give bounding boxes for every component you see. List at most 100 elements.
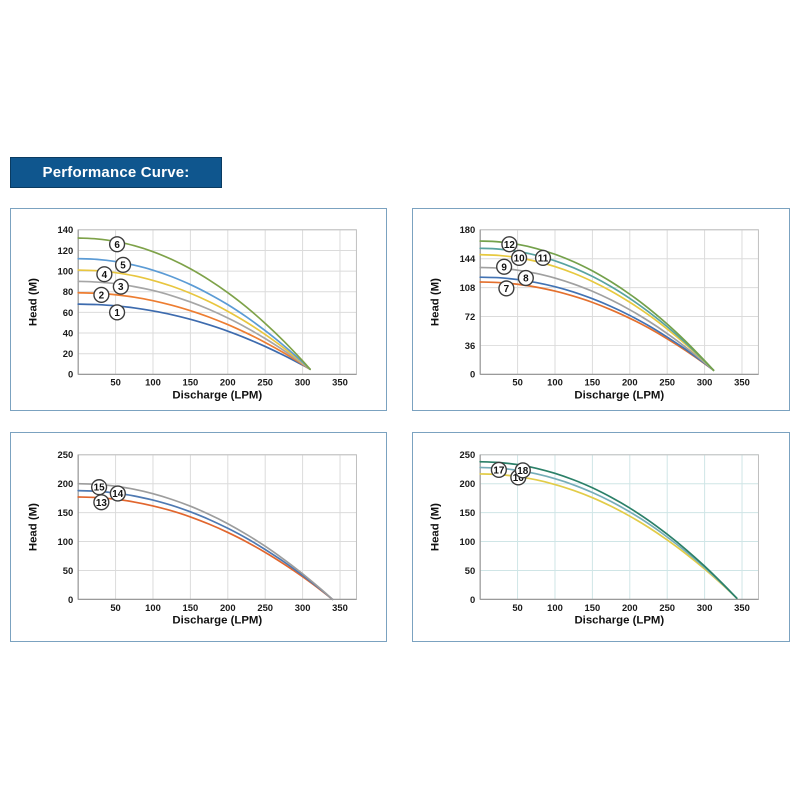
x-tick-label: 350 bbox=[332, 377, 348, 388]
tick-labels: 0 20 40 60 80 100 120 140 50 100 150 200 250 300 350 bbox=[58, 224, 348, 388]
svg-text:16: 16 bbox=[513, 473, 525, 484]
curve-label-17: 17 bbox=[490, 461, 507, 478]
x-tick-label: 150 bbox=[183, 377, 199, 388]
x-tick-label: 250 bbox=[257, 602, 273, 613]
y-tick-label: 200 bbox=[460, 478, 476, 489]
x-axis-title: Discharge (LPM) bbox=[574, 615, 664, 627]
y-tick-label: 0 bbox=[470, 369, 475, 380]
x-tick-label: 200 bbox=[220, 602, 236, 613]
y-tick-label: 250 bbox=[58, 449, 74, 460]
svg-text:6: 6 bbox=[114, 240, 120, 251]
section-title-banner: Performance Curve: bbox=[10, 157, 222, 188]
curve-11 bbox=[479, 247, 715, 372]
y-tick-label: 140 bbox=[58, 224, 74, 235]
chart-panel-curves-13-15: 0 50 100 150 200 250 50 100 150 200 250 300 350 Disch… bbox=[10, 432, 387, 642]
x-tick-label: 200 bbox=[622, 602, 638, 613]
x-tick-label: 50 bbox=[512, 377, 522, 388]
curves-1-6-svg: 0 20 40 60 80 100 120 140 50 100 150 200 250 300 350 Di… bbox=[28, 224, 357, 402]
y-tick-label: 0 bbox=[68, 594, 73, 605]
curve-17 bbox=[479, 466, 738, 600]
y-tick-label: 0 bbox=[68, 369, 73, 380]
y-tick-label: 0 bbox=[470, 594, 475, 605]
svg-text:1: 1 bbox=[114, 308, 120, 319]
y-tick-label: 150 bbox=[58, 507, 74, 518]
y-tick-label: 120 bbox=[58, 245, 74, 256]
section-title: Performance Curve: bbox=[42, 164, 190, 181]
svg-text:2: 2 bbox=[99, 290, 105, 301]
curve-2 bbox=[77, 291, 311, 371]
tick-labels: 0 50 100 150 200 250 50 100 150 200 250 300 350 bbox=[58, 449, 348, 613]
chart-panel-curves-7-12: 0 36 72 108 144 180 50 100 150 200 250 300 350 Discha… bbox=[412, 208, 790, 411]
y-tick-label: 250 bbox=[460, 449, 476, 460]
curve-label-1: 1 bbox=[108, 304, 126, 321]
svg-text:7: 7 bbox=[504, 284, 510, 295]
svg-text:8: 8 bbox=[523, 274, 529, 285]
svg-text:4: 4 bbox=[102, 270, 108, 281]
x-tick-label: 300 bbox=[295, 377, 311, 388]
y-tick-label: 50 bbox=[465, 565, 475, 576]
y-axis-title: Head (M) bbox=[430, 278, 442, 326]
x-tick-label: 250 bbox=[257, 377, 273, 388]
svg-text:5: 5 bbox=[120, 260, 126, 271]
x-tick-label: 300 bbox=[697, 602, 713, 613]
svg-text:3: 3 bbox=[118, 282, 124, 293]
y-tick-label: 60 bbox=[63, 307, 73, 318]
y-tick-label: 200 bbox=[58, 478, 74, 489]
y-tick-label: 100 bbox=[58, 536, 74, 547]
y-tick-label: 100 bbox=[58, 265, 74, 276]
chart-panel-curves-1-6: 0 20 40 60 80 100 120 140 50 100 150 200 250 300 350 Di… bbox=[10, 208, 387, 411]
svg-text:13: 13 bbox=[96, 498, 108, 509]
curve-label-3: 3 bbox=[112, 278, 129, 295]
tick-labels: 0 50 100 150 200 250 50 100 150 200 250 300 350 bbox=[460, 449, 750, 613]
x-axis-title: Discharge (LPM) bbox=[574, 390, 664, 402]
curve-label-4: 4 bbox=[96, 266, 113, 283]
svg-text:10: 10 bbox=[514, 253, 526, 264]
x-tick-label: 100 bbox=[547, 602, 563, 613]
curve-label-15: 15 bbox=[90, 479, 108, 496]
curve-label-14: 14 bbox=[109, 485, 126, 502]
y-tick-label: 40 bbox=[63, 327, 73, 338]
curve-9 bbox=[479, 266, 715, 372]
x-tick-label: 50 bbox=[512, 602, 522, 613]
y-tick-label: 72 bbox=[465, 311, 475, 322]
x-tick-label: 150 bbox=[585, 377, 601, 388]
svg-text:17: 17 bbox=[493, 465, 505, 476]
x-tick-label: 200 bbox=[622, 377, 638, 388]
y-axis-title: Head (M) bbox=[430, 503, 442, 551]
svg-text:15: 15 bbox=[94, 483, 106, 494]
x-tick-label: 250 bbox=[659, 602, 675, 613]
y-tick-label: 36 bbox=[465, 340, 475, 351]
y-tick-label: 180 bbox=[460, 224, 476, 235]
x-tick-label: 300 bbox=[295, 602, 311, 613]
svg-text:14: 14 bbox=[112, 489, 124, 500]
x-tick-label: 150 bbox=[183, 602, 199, 613]
svg-text:9: 9 bbox=[501, 262, 507, 273]
x-tick-label: 350 bbox=[332, 602, 348, 613]
y-tick-label: 100 bbox=[460, 536, 476, 547]
curve-label-5: 5 bbox=[114, 256, 132, 274]
curve-label-18: 18 bbox=[514, 462, 531, 479]
x-tick-label: 50 bbox=[110, 602, 120, 613]
curves-13-15-svg: 0 50 100 150 200 250 50 100 150 200 250 300 350 Disch… bbox=[28, 449, 357, 627]
x-tick-label: 350 bbox=[734, 377, 750, 388]
x-tick-label: 100 bbox=[145, 602, 161, 613]
curve-16 bbox=[479, 473, 738, 600]
x-tick-label: 250 bbox=[659, 377, 675, 388]
x-tick-label: 300 bbox=[697, 377, 713, 388]
curve-label-13: 13 bbox=[93, 494, 110, 511]
y-tick-label: 50 bbox=[63, 565, 73, 576]
x-axis-title: Discharge (LPM) bbox=[172, 390, 262, 402]
x-tick-label: 100 bbox=[145, 377, 161, 388]
curve-14 bbox=[77, 489, 334, 601]
y-axis-title: Head (M) bbox=[28, 278, 40, 326]
curve-4 bbox=[77, 269, 311, 371]
x-axis-title: Discharge (LPM) bbox=[172, 615, 262, 627]
svg-text:18: 18 bbox=[517, 466, 529, 477]
x-tick-label: 200 bbox=[220, 377, 236, 388]
svg-text:12: 12 bbox=[504, 240, 516, 251]
curve-label-10: 10 bbox=[510, 249, 528, 267]
svg-text:11: 11 bbox=[538, 253, 549, 264]
